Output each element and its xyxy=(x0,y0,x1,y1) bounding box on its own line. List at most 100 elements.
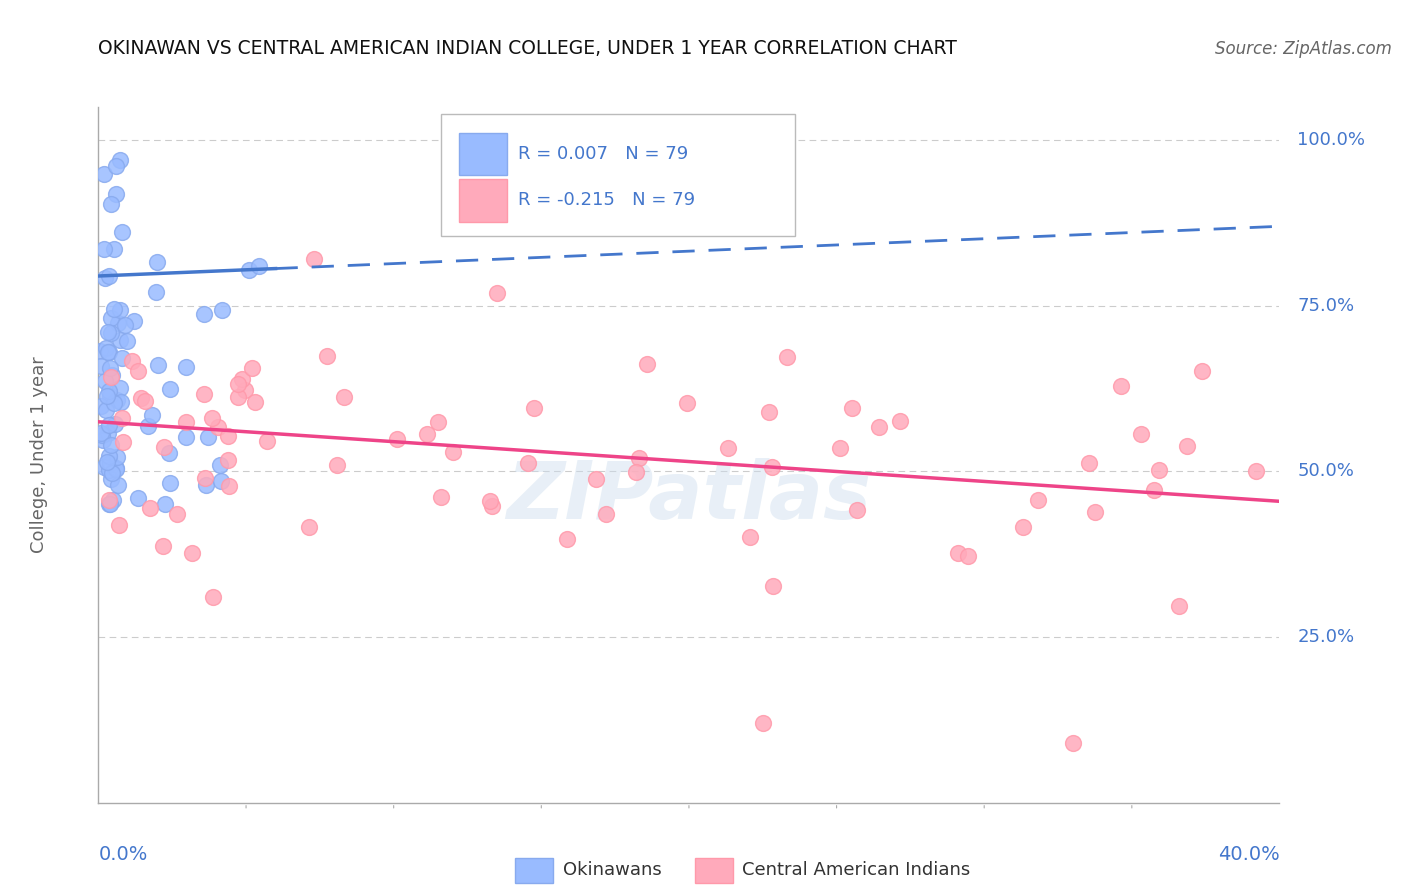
Point xyxy=(1077,456,1099,470)
Point xyxy=(97,344,120,359)
Point xyxy=(159,446,181,460)
Point xyxy=(486,285,509,300)
Point xyxy=(194,478,217,492)
Point xyxy=(297,520,319,534)
Point xyxy=(115,334,138,349)
Point xyxy=(104,461,127,475)
Point xyxy=(97,497,120,511)
Point xyxy=(845,502,868,516)
Point xyxy=(91,434,114,448)
Point xyxy=(94,271,117,285)
Point xyxy=(238,263,260,277)
Point xyxy=(100,310,122,325)
Point xyxy=(957,549,980,564)
Point xyxy=(108,333,131,347)
Point xyxy=(108,153,131,168)
Point xyxy=(138,419,160,434)
Point xyxy=(176,359,198,374)
Text: OKINAWAN VS CENTRAL AMERICAN INDIAN COLLEGE, UNDER 1 YEAR CORRELATION CHART: OKINAWAN VS CENTRAL AMERICAN INDIAN COLL… xyxy=(98,39,957,58)
Point xyxy=(333,390,356,404)
Point xyxy=(624,465,647,479)
FancyBboxPatch shape xyxy=(516,858,553,883)
Point xyxy=(93,242,115,256)
Point xyxy=(325,458,347,472)
Point xyxy=(416,426,439,441)
Point xyxy=(98,492,121,507)
Point xyxy=(1129,427,1152,442)
Point xyxy=(209,458,232,472)
Point xyxy=(146,358,169,372)
Point xyxy=(93,460,115,475)
Text: Central American Indians: Central American Indians xyxy=(742,862,970,880)
Text: 40.0%: 40.0% xyxy=(1218,845,1279,863)
Point xyxy=(105,450,128,465)
Point xyxy=(207,419,229,434)
Point xyxy=(441,445,464,459)
Point xyxy=(717,441,740,455)
Point xyxy=(153,440,176,454)
Point xyxy=(94,374,117,388)
Text: R = 0.007   N = 79: R = 0.007 N = 79 xyxy=(517,145,688,162)
Point xyxy=(96,403,118,417)
Point xyxy=(523,401,546,416)
Point xyxy=(100,472,122,486)
Point xyxy=(111,411,134,425)
Point xyxy=(108,303,131,318)
Point xyxy=(100,370,122,384)
Point xyxy=(134,393,156,408)
Point xyxy=(129,391,152,405)
Point xyxy=(841,401,863,415)
Point xyxy=(94,341,117,355)
Point xyxy=(110,351,132,365)
Point xyxy=(776,350,799,364)
Point xyxy=(96,389,118,403)
Point xyxy=(127,364,149,378)
Point xyxy=(90,400,112,414)
Text: 100.0%: 100.0% xyxy=(1298,131,1365,149)
Point xyxy=(193,387,215,401)
Point xyxy=(211,303,233,318)
Point xyxy=(1026,493,1049,508)
Point xyxy=(1062,736,1084,750)
Point xyxy=(141,408,163,422)
Point xyxy=(595,507,617,521)
Point xyxy=(1244,465,1267,479)
Point xyxy=(243,395,266,409)
Point xyxy=(758,405,780,419)
Point xyxy=(91,428,114,442)
Point xyxy=(636,357,658,371)
Point xyxy=(98,418,121,433)
Point xyxy=(429,491,451,505)
Text: R = -0.215   N = 79: R = -0.215 N = 79 xyxy=(517,191,695,209)
Point xyxy=(217,453,239,467)
Point xyxy=(1084,505,1107,519)
Point xyxy=(828,441,851,455)
Point xyxy=(516,456,538,470)
Point xyxy=(1109,379,1132,393)
Point xyxy=(97,384,120,398)
Point xyxy=(114,318,136,332)
Point xyxy=(89,344,111,359)
Point xyxy=(105,392,128,407)
Point xyxy=(231,372,253,386)
Point xyxy=(110,381,132,395)
Point xyxy=(557,532,579,546)
Point xyxy=(93,167,115,181)
Point xyxy=(233,383,256,397)
FancyBboxPatch shape xyxy=(458,179,508,222)
Point xyxy=(740,530,762,544)
Point xyxy=(103,302,125,317)
Point xyxy=(111,434,134,449)
Point xyxy=(166,508,188,522)
Point xyxy=(427,415,450,429)
Point xyxy=(103,396,125,410)
Text: 75.0%: 75.0% xyxy=(1298,297,1354,315)
Point xyxy=(90,359,112,374)
Point xyxy=(104,461,127,475)
Point xyxy=(675,396,697,410)
Text: ZIPatlas: ZIPatlas xyxy=(506,458,872,536)
Point xyxy=(97,450,120,464)
Point xyxy=(127,491,149,505)
Point xyxy=(97,325,120,339)
Point xyxy=(197,430,219,444)
